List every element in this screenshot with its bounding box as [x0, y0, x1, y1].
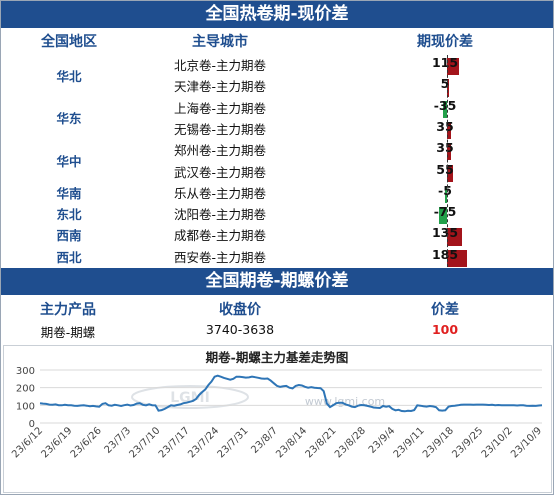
region-label: 东北 — [56, 207, 82, 223]
watermark-logo-text: LGMI — [170, 390, 210, 406]
spread-value: 35 — [436, 118, 454, 134]
x-tick-label: 23/8/28 — [333, 425, 368, 460]
spread-bar — [447, 58, 460, 76]
y-tick-label: 0 — [29, 419, 35, 430]
city-label: 北京卷-主力期卷 — [173, 58, 266, 73]
region-label: 西北 — [56, 249, 82, 265]
spread-bar — [447, 164, 453, 182]
region-label: 华北 — [56, 68, 82, 84]
city-label: 西安卷-主力期卷 — [173, 249, 266, 265]
coil-rebar-spread-header: 价差 — [431, 302, 459, 318]
spread-bar — [445, 185, 447, 204]
watermark-url: www.lgmi.com — [305, 395, 385, 408]
x-tick-label: 23/8/21 — [304, 425, 339, 460]
city-label: 沈阳卷-主力期卷 — [173, 207, 266, 223]
x-tick-label: 23/10/2 — [480, 425, 515, 460]
close-value: 3740-3638 — [205, 322, 275, 337]
region-label: 华中 — [56, 153, 82, 169]
x-tick-label: 23/6/19 — [39, 425, 74, 460]
basis-series-line — [39, 374, 543, 413]
chart-title: 期卷-期螺主力基差走势图 — [206, 350, 349, 365]
y-tick-label: 100 — [16, 401, 35, 412]
city-label: 成都卷-主力期卷 — [173, 228, 266, 244]
spread-value: 55 — [436, 161, 454, 177]
city-header: 主导城市 — [192, 34, 248, 50]
spread-value: -5 — [438, 182, 452, 198]
x-tick-label: 23/7/17 — [157, 425, 192, 460]
basis-chart-box — [3, 345, 552, 493]
region-label: 华东 — [56, 111, 82, 127]
x-tick-label: 23/7/31 — [216, 425, 251, 460]
spread-value: 135 — [431, 225, 459, 241]
region-label: 西南 — [56, 228, 82, 244]
spread-value: -35 — [433, 97, 457, 113]
close-header: 收盘价 — [219, 302, 261, 318]
x-tick-label: 23/7/24 — [186, 425, 221, 460]
spread-bar — [447, 79, 449, 97]
x-tick-label: 23/10/9 — [509, 425, 544, 460]
hot-coil-spread-title: 全国热卷期-现价差 — [1, 1, 553, 28]
spread-value: 185 — [431, 246, 459, 262]
city-label: 无锡卷-主力期卷 — [173, 121, 266, 137]
x-tick-label: 23/9/25 — [450, 425, 485, 460]
city-label: 郑州卷-主力期卷 — [173, 143, 266, 159]
x-tick-label: 23/6/26 — [69, 425, 104, 460]
region-header: 全国地区 — [41, 34, 97, 50]
coil-rebar-spread-value: 100 — [431, 322, 459, 337]
x-tick-label: 23/6/12 — [10, 425, 45, 460]
spread-bar — [447, 121, 451, 140]
x-tick-label: 23/9/11 — [392, 425, 427, 460]
product-value: 期卷-期螺 — [40, 325, 96, 340]
city-label: 上海卷-主力期卷 — [173, 100, 266, 116]
city-label: 武汉卷-主力期卷 — [173, 164, 266, 180]
spread-bar — [447, 249, 467, 267]
spread-header: 期现价差 — [417, 34, 473, 50]
city-label: 天津卷-主力期卷 — [173, 79, 266, 95]
x-tick-label: 23/8/14 — [274, 425, 309, 460]
coil-rebar-spread-title: 全国期卷-期螺价差 — [1, 268, 553, 295]
spread-bar — [443, 100, 447, 118]
spread-value: 5 — [440, 76, 450, 92]
spread-bar — [447, 228, 462, 246]
x-tick-label: 23/7/10 — [127, 425, 162, 460]
spread-bar — [447, 143, 451, 161]
city-label: 乐从卷-主力期卷 — [173, 185, 266, 201]
spread-value: -75 — [433, 204, 457, 220]
spread-value: 35 — [436, 140, 454, 156]
y-tick-label: 200 — [16, 384, 35, 395]
spread-bar — [438, 207, 447, 225]
x-tick-label: 23/9/18 — [421, 425, 456, 460]
y-tick-label: 300 — [16, 366, 35, 377]
product-header: 主力产品 — [40, 302, 96, 318]
spread-value: 115 — [431, 55, 459, 70]
region-label: 华南 — [56, 185, 82, 201]
spread-zero-axis — [447, 55, 448, 267]
